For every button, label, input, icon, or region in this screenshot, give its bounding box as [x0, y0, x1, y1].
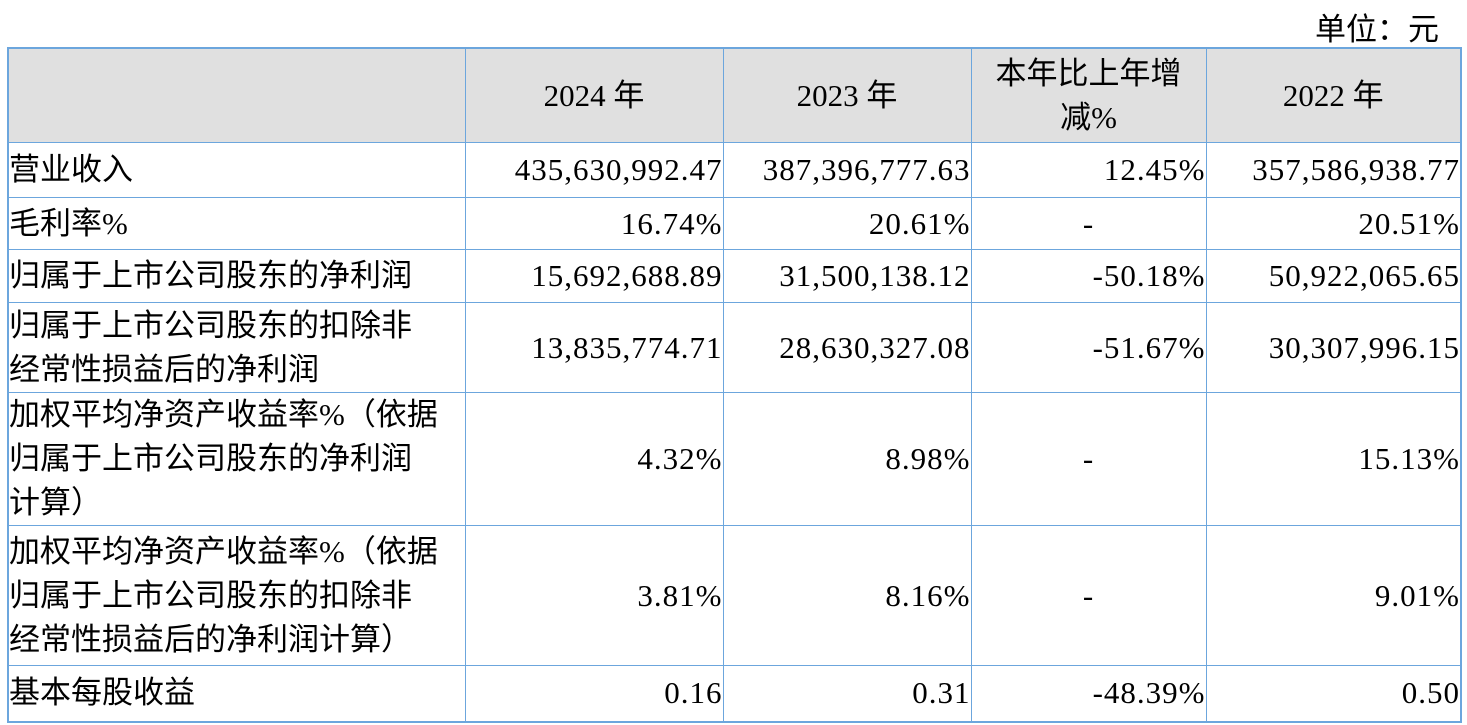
cell-2023: 28,630,327.08 [722, 302, 972, 393]
header-year-2022: 2022 年 [1205, 47, 1462, 143]
cell-2023: 20.61% [722, 197, 972, 250]
cell-2022: 9.01% [1205, 525, 1462, 666]
row-label: 营业收入 [7, 142, 466, 198]
cell-yoy-change: 12.45% [970, 142, 1207, 198]
cell-yoy-change: -51.67% [970, 302, 1207, 393]
cell-2024: 0.16 [464, 665, 724, 722]
cell-yoy-change: - [970, 197, 1207, 250]
cell-yoy-change: -50.18% [970, 249, 1207, 303]
cell-2024: 435,630,992.47 [464, 142, 724, 198]
cell-2022: 20.51% [1205, 197, 1462, 250]
table-row: 加权平均净资产收益率%（依据 归属于上市公司股东的扣除非 经常性损益后的净利润计… [7, 525, 1462, 666]
header-row: 2024 年 2023 年 本年比上年增 减% 2022 年 [7, 47, 1462, 143]
cell-2023: 8.98% [722, 392, 972, 526]
table-row: 归属于上市公司股东的净利润 15,692,688.89 31,500,138.12-… [7, 249, 1462, 303]
cell-2023: 8.16% [722, 525, 972, 666]
cell-2024: 15,692,688.89 [464, 249, 724, 303]
cell-yoy-change: -48.39% [970, 665, 1207, 722]
header-year-2023: 2023 年 [722, 47, 972, 143]
cell-2022: 15.13% [1205, 392, 1462, 526]
cell-2024: 4.32% [464, 392, 724, 526]
cell-2024: 3.81% [464, 525, 724, 666]
cell-yoy-change: - [970, 392, 1207, 526]
row-label: 归属于上市公司股东的扣除非 经常性损益后的净利润 [7, 302, 466, 393]
table-row: 加权平均净资产收益率%（依据 归属于上市公司股东的净利润 计算） 4.32% 8.9… [7, 392, 1462, 526]
cell-2023: 0.31 [722, 665, 972, 722]
cell-2023: 387,396,777.63 [722, 142, 972, 198]
cell-2023: 31,500,138.12 [722, 249, 972, 303]
header-indicator [7, 47, 466, 143]
header-year-2024: 2024 年 [464, 47, 724, 143]
row-label: 基本每股收益 [7, 665, 466, 722]
header-yoy-change: 本年比上年增 减% [970, 47, 1207, 143]
unit-label: 单位：元 [1315, 12, 1439, 47]
row-label: 加权平均净资产收益率%（依据 归属于上市公司股东的扣除非 经常性损益后的净利润计… [7, 525, 466, 666]
cell-2022: 30,307,996.15 [1205, 302, 1462, 393]
cell-yoy-change: - [970, 525, 1207, 666]
table-row: 基本每股收益 0.16 0.31 -48.39% 0.50 [7, 665, 1462, 722]
financial-summary-table: 2024 年 2023 年 本年比上年增 减% 2022 年 营业收入 435,6… [7, 47, 1462, 723]
cell-2024: 13,835,774.71 [464, 302, 724, 393]
cell-2022: 50,922,065.65 [1205, 249, 1462, 303]
cell-2024: 16.74% [464, 197, 724, 250]
table-row: 营业收入 435,630,992.47 387,396,777.63 12.45% 35… [7, 142, 1462, 198]
row-label: 加权平均净资产收益率%（依据 归属于上市公司股东的净利润 计算） [7, 392, 466, 526]
table-body: 营业收入 435,630,992.47 387,396,777.63 12.45% 35… [7, 142, 1462, 722]
table-row: 归属于上市公司股东的扣除非 经常性损益后的净利润 13,835,774.71 28,… [7, 302, 1462, 393]
row-label: 毛利率% [7, 197, 466, 250]
table-header: 2024 年 2023 年 本年比上年增 减% 2022 年 [7, 47, 1462, 143]
cell-2022: 0.50 [1205, 665, 1462, 722]
table-row: 毛利率% 16.74% 20.61% -20.51% [7, 197, 1462, 250]
row-label: 归属于上市公司股东的净利润 [7, 249, 466, 303]
cell-2022: 357,586,938.77 [1205, 142, 1462, 198]
